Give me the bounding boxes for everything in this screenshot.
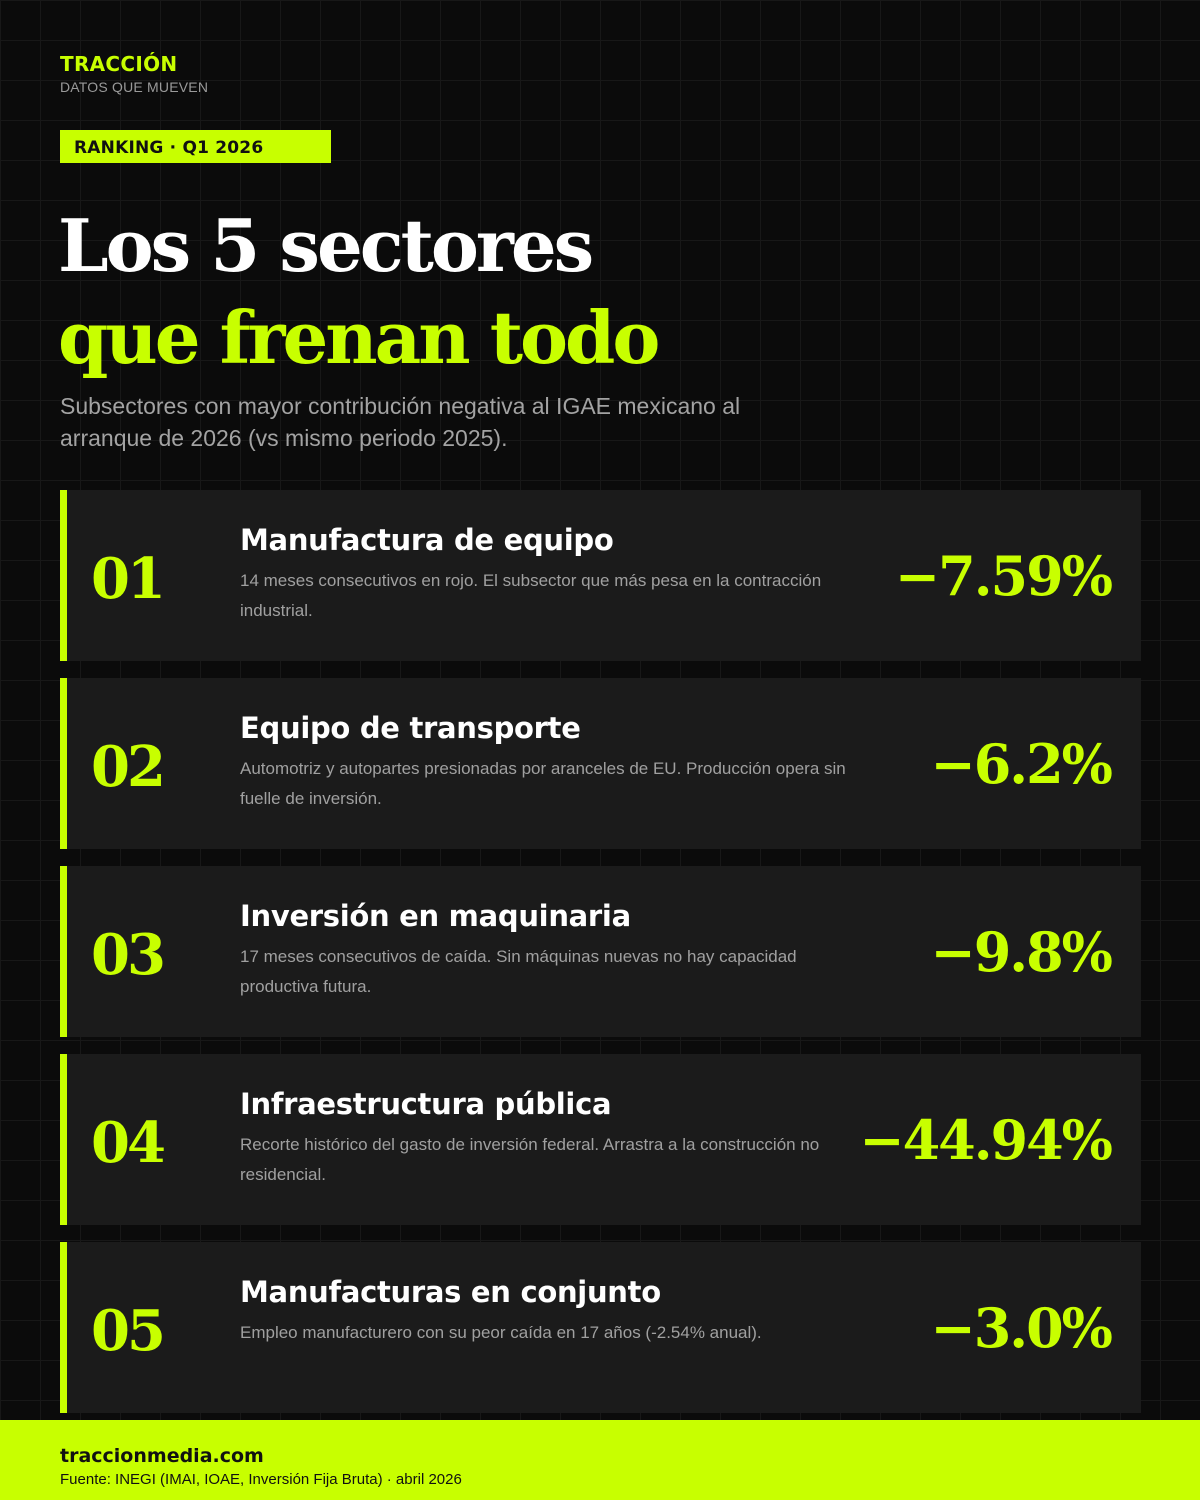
sector-card: 02 Equipo de transporte Automotriz y aut… [60, 678, 1141, 849]
sector-name: Manufacturas en conjunto [240, 1275, 661, 1309]
sector-card: 04 Infraestructura pública Recorte histó… [60, 1054, 1141, 1225]
ranking-badge: RANKING · Q1 2026 [60, 130, 331, 163]
sector-description: 14 meses consecutivos en rojo. El subsec… [240, 571, 822, 620]
footer: traccionmedia.com Fuente: INEGI (IMAI, I… [0, 1420, 1200, 1500]
title-line-1: Los 5 sectores [58, 203, 594, 288]
sector-description: Empleo manufacturero con su peor caída e… [240, 1323, 762, 1342]
sector-rank: 02 [91, 733, 166, 800]
footer-source: Fuente: INEGI (IMAI, IOAE, Inversión Fij… [60, 1471, 462, 1488]
footer-site-link[interactable]: traccionmedia.com [60, 1445, 264, 1467]
brand-name: TRACCIÓN [60, 52, 178, 76]
sector-value: −3.0% [930, 1295, 1113, 1360]
sector-description: Automotriz y autopartes presionadas por … [240, 759, 846, 808]
sector-name: Infraestructura pública [240, 1087, 612, 1121]
sector-rank: 01 [91, 545, 166, 612]
sector-body: Manufactura de equipo 14 meses consecuti… [240, 522, 865, 626]
sector-name: Inversión en maquinaria [240, 899, 631, 933]
sector-body: Inversión en maquinaria 17 meses consecu… [240, 898, 865, 1002]
sector-name: Equipo de transporte [240, 711, 581, 745]
sector-value: −44.94% [859, 1107, 1113, 1172]
brand-tagline: DATOS QUE MUEVEN [60, 79, 209, 95]
sector-rank: 04 [91, 1109, 166, 1176]
sector-description: 17 meses consecutivos de caída. Sin máqu… [240, 947, 797, 996]
sector-card: 03 Inversión en maquinaria 17 meses cons… [60, 866, 1141, 1037]
page-title: Los 5 sectores que frenan todo [58, 200, 660, 384]
sector-value: −6.2% [930, 731, 1113, 796]
sector-name: Manufactura de equipo [240, 523, 614, 557]
sector-body: Infraestructura pública Recorte históric… [240, 1086, 865, 1190]
sector-rank: 03 [91, 921, 166, 988]
sector-value: −9.8% [930, 919, 1113, 984]
sector-card: 01 Manufactura de equipo 14 meses consec… [60, 490, 1141, 661]
sector-card: 05 Manufacturas en conjunto Empleo manuf… [60, 1242, 1141, 1413]
title-line-2: que frenan todo [58, 295, 660, 380]
sector-body: Manufacturas en conjunto Empleo manufact… [240, 1274, 865, 1348]
page-subtitle: Subsectores con mayor contribución negat… [60, 393, 741, 451]
sector-value: −7.59% [894, 543, 1113, 608]
sector-rank: 05 [91, 1297, 166, 1364]
sector-body: Equipo de transporte Automotriz y autopa… [240, 710, 865, 814]
brand-header: TRACCIÓN DATOS QUE MUEVEN [60, 52, 208, 96]
sector-description: Recorte histórico del gasto de inversión… [240, 1135, 820, 1184]
sector-ranking-list: 01 Manufactura de equipo 14 meses consec… [60, 490, 1141, 1430]
